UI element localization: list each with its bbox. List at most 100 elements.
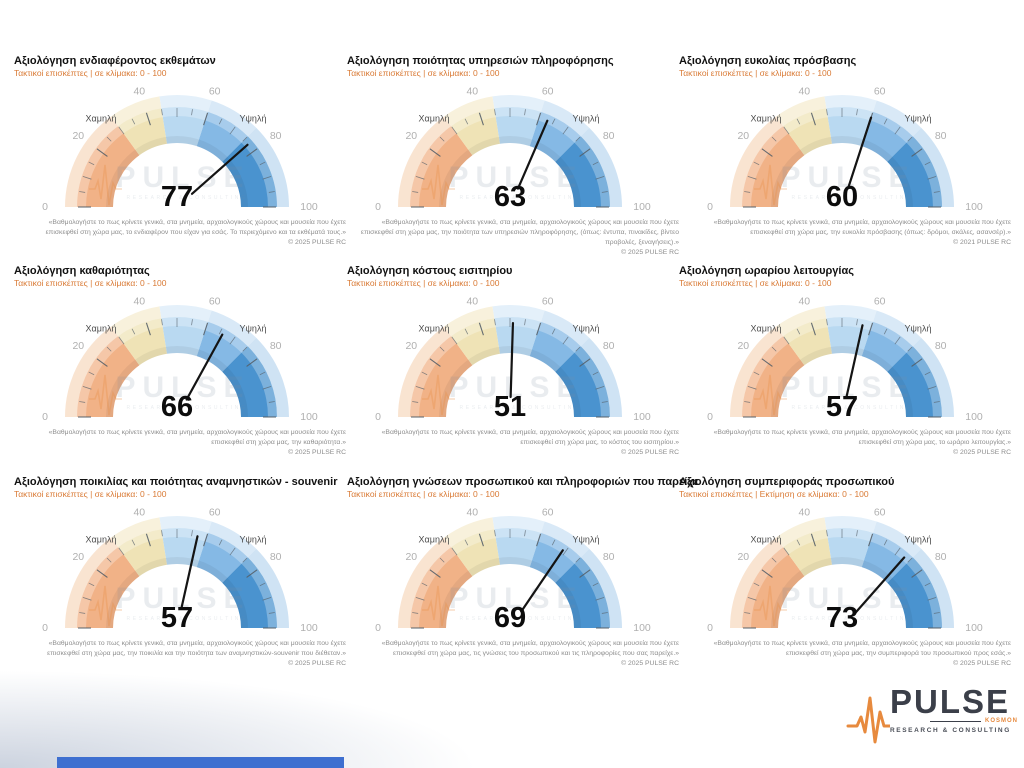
gauge-subtitle: Τακτικοί επισκέπτες | σε κλίμακα: 0 - 10…	[14, 68, 167, 78]
svg-text:Χαμηλή: Χαμηλή	[419, 114, 450, 124]
gauge-title: Αξιολόγηση ευκολίας πρόσβασης	[679, 55, 857, 67]
svg-text:77: 77	[161, 181, 193, 213]
svg-text:100: 100	[300, 411, 318, 423]
svg-text:20: 20	[737, 130, 749, 142]
svg-text:Υψηλή: Υψηλή	[573, 114, 600, 124]
svg-text:80: 80	[603, 340, 615, 352]
svg-text:Υψηλή: Υψηλή	[573, 535, 600, 545]
svg-text:40: 40	[798, 85, 810, 97]
gauge-copyright: © 2025 PULSE RC	[621, 248, 679, 256]
svg-text:Χαμηλή: Χαμηλή	[419, 535, 450, 545]
svg-text:Υψηλή: Υψηλή	[905, 324, 932, 334]
gauge-title: Αξιολόγηση ωραρίου λειτουργίας	[679, 265, 854, 277]
svg-text:20: 20	[72, 130, 84, 142]
svg-text:40: 40	[133, 85, 145, 97]
svg-text:Χαμηλή: Χαμηλή	[751, 114, 782, 124]
svg-text:69: 69	[494, 602, 526, 634]
svg-text:PULSE: PULSE	[115, 582, 250, 615]
svg-text:Χαμηλή: Χαμηλή	[86, 324, 117, 334]
gauge-footnote: «Βαθμολογήστε το πως κρίνετε γενικά, στα…	[18, 639, 346, 669]
gauge-copyright: © 2025 PULSE RC	[953, 448, 1011, 456]
gauge-copyright: © 2025 PULSE RC	[288, 238, 346, 246]
gauge-title: Αξιολόγηση συμπεριφοράς προσωπικού	[679, 476, 895, 488]
gauge-subtitle: Τακτικοί επισκέπτες | σε κλίμακα: 0 - 10…	[347, 489, 500, 499]
svg-text:20: 20	[72, 551, 84, 563]
svg-text:20: 20	[405, 340, 417, 352]
svg-text:60: 60	[542, 506, 554, 518]
svg-text:100: 100	[965, 411, 983, 423]
svg-text:60: 60	[542, 295, 554, 307]
svg-text:60: 60	[209, 506, 221, 518]
svg-text:60: 60	[874, 295, 886, 307]
svg-text:Χαμηλή: Χαμηλή	[751, 535, 782, 545]
svg-text:73: 73	[826, 602, 858, 634]
svg-text:66: 66	[161, 391, 193, 423]
svg-text:80: 80	[603, 551, 615, 563]
svg-text:60: 60	[826, 181, 858, 213]
svg-text:RESEARCH & CONSULTING: RESEARCH & CONSULTING	[460, 195, 581, 201]
gauge-title: Αξιολόγηση κόστους εισιτηρίου	[347, 265, 513, 277]
svg-text:80: 80	[935, 551, 947, 563]
svg-text:100: 100	[633, 411, 651, 423]
svg-text:0: 0	[375, 622, 381, 634]
svg-text:Υψηλή: Υψηλή	[240, 535, 267, 545]
svg-text:80: 80	[935, 340, 947, 352]
bottom-accent-bar	[57, 757, 344, 768]
svg-text:0: 0	[42, 201, 48, 213]
gauge-footnote: «Βαθμολογήστε το πως κρίνετε γενικά, στα…	[18, 218, 346, 248]
svg-text:Χαμηλή: Χαμηλή	[86, 535, 117, 545]
svg-text:20: 20	[72, 340, 84, 352]
svg-text:40: 40	[133, 295, 145, 307]
gauge-copyright: © 2021 PULSE RC	[953, 238, 1011, 246]
pulse-logo-text-block: PULSE KOSMON RESEARCH & CONSULTING	[890, 683, 1018, 735]
gauge-subtitle: Τακτικοί επισκέπτες | σε κλίμακα: 0 - 10…	[347, 68, 500, 78]
svg-text:Χαμηλή: Χαμηλή	[751, 324, 782, 334]
svg-text:Υψηλή: Υψηλή	[240, 324, 267, 334]
svg-text:40: 40	[466, 506, 478, 518]
gauge-footnote-text: «Βαθμολογήστε το πως κρίνετε γενικά, στα…	[45, 219, 346, 236]
gauge-title: Αξιολόγηση γνώσεων προσωπικού και πληροφ…	[347, 476, 699, 488]
gauge-title: Αξιολόγηση ποικιλίας και ποιότητας αναμν…	[14, 476, 338, 488]
gauge-subtitle: Τακτικοί επισκέπτες | σε κλίμακα: 0 - 10…	[347, 278, 500, 288]
gauge-footnote-text: «Βαθμολογήστε το πως κρίνετε γενικά, στα…	[47, 640, 346, 657]
svg-text:100: 100	[633, 201, 651, 213]
svg-text:100: 100	[965, 622, 983, 634]
svg-text:Υψηλή: Υψηλή	[240, 114, 267, 124]
svg-text:60: 60	[209, 85, 221, 97]
gauge-card: Αξιολόγηση γνώσεων προσωπικού και πληροφ…	[345, 476, 699, 676]
svg-text:RESEARCH & CONSULTING: RESEARCH & CONSULTING	[460, 616, 581, 622]
svg-text:RESEARCH & CONSULTING: RESEARCH & CONSULTING	[460, 405, 581, 411]
svg-text:RESEARCH & CONSULTING: RESEARCH & CONSULTING	[127, 616, 248, 622]
svg-text:80: 80	[603, 130, 615, 142]
pulse-logo-tagline: RESEARCH & CONSULTING	[890, 727, 1011, 735]
gauge-copyright: © 2025 PULSE RC	[288, 659, 346, 667]
gauge-card: Αξιολόγηση καθαριότητας Τακτικοί επισκέπ…	[12, 265, 346, 465]
svg-text:20: 20	[737, 340, 749, 352]
svg-text:80: 80	[270, 340, 282, 352]
svg-text:100: 100	[300, 201, 318, 213]
gauge-footnote: «Βαθμολογήστε το πως κρίνετε γενικά, στα…	[683, 639, 1011, 669]
gauge-subtitle: Τακτικοί επισκέπτες | σε κλίμακα: 0 - 10…	[14, 278, 167, 288]
gauge-card: Αξιολόγηση συμπεριφοράς προσωπικού Τακτι…	[677, 476, 1011, 676]
gauge-footnote-text: «Βαθμολογήστε το πως κρίνετε γενικά, στα…	[48, 429, 346, 446]
svg-text:0: 0	[707, 411, 713, 423]
svg-text:RESEARCH & CONSULTING: RESEARCH & CONSULTING	[127, 195, 248, 201]
gauge-card: Αξιολόγηση ποικιλίας και ποιότητας αναμν…	[12, 476, 346, 676]
svg-text:0: 0	[42, 622, 48, 634]
svg-text:80: 80	[270, 130, 282, 142]
svg-text:Χαμηλή: Χαμηλή	[86, 114, 117, 124]
svg-text:0: 0	[707, 201, 713, 213]
svg-text:Χαμηλή: Χαμηλή	[419, 324, 450, 334]
gauge-title: Αξιολόγηση ποιότητας υπηρεσιών πληροφόρη…	[347, 55, 614, 67]
svg-text:20: 20	[405, 130, 417, 142]
pulse-logo-name: PULSE	[890, 683, 1011, 720]
pulse-logo-rule	[930, 720, 981, 723]
pulse-logo: PULSE KOSMON RESEARCH & CONSULTING	[846, 683, 1018, 752]
gauge-card: Αξιολόγηση ενδιαφέροντος εκθεμάτων Τακτι…	[12, 55, 346, 255]
